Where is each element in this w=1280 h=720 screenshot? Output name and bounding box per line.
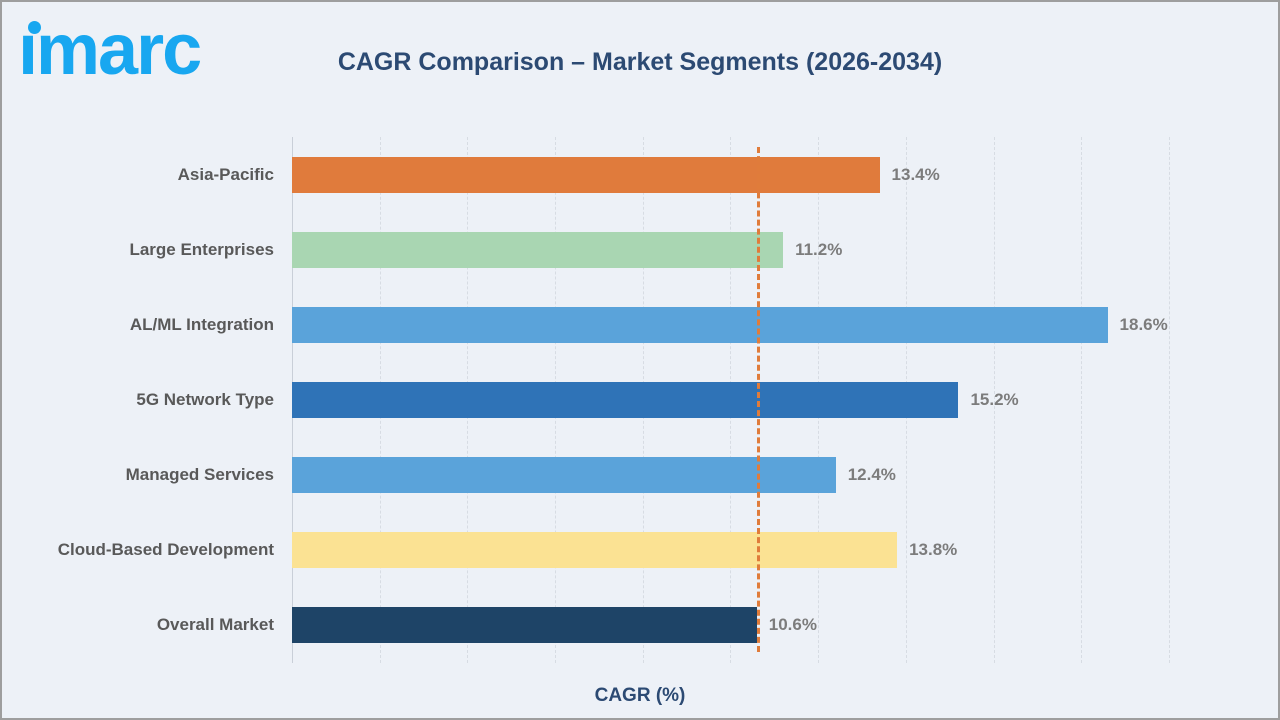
logo-text: ımarc [18,10,202,90]
category-label: AL/ML Integration [129,314,274,334]
bar [292,532,898,569]
plot-area: 13.4% 11.2% 18.6% 15.2% 12.4% 13.8% 10.6% [292,137,1204,663]
reference-line [756,147,760,652]
category-label: Overall Market [156,615,274,635]
category-labels: Asia-Pacific Large Enterprises AL/ML Integ… [2,137,274,663]
category-label: Cloud-Based Development [57,540,274,560]
gridline [1168,137,1170,663]
chart-title: CAGR Comparison – Market Segments (2026-… [337,48,943,76]
bar [292,382,959,418]
value-label: 12.4% [847,465,896,485]
bar [292,306,1108,343]
gridline [1081,137,1083,663]
category-label: 5G Network Type [136,389,274,409]
imarc-logo: ımarc [18,8,228,100]
gridline [993,137,995,663]
value-label: 11.2% [795,239,843,259]
bar [292,457,836,494]
value-label: 18.6% [1119,314,1168,334]
value-label: 13.4% [891,164,940,184]
logo-dot-icon [28,21,41,34]
category-label: Managed Services [125,465,274,485]
category-label: Large Enterprises [129,239,274,259]
x-axis-label: CAGR (%) [594,685,686,706]
category-label: Asia-Pacific [177,164,274,184]
value-label: 13.8% [909,540,958,560]
bar [292,231,784,268]
bar [292,156,880,193]
value-label: 15.2% [970,389,1019,409]
bar [292,607,757,644]
value-label: 10.6% [768,615,817,635]
